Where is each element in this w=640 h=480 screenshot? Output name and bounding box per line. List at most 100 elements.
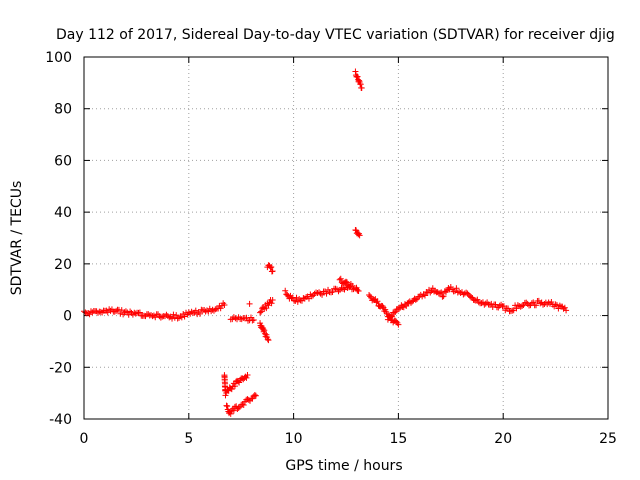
tick-label-layer: 0 5 10 15 20 25 -40 -20 0 20 40 60 80 100 — [45, 50, 617, 447]
data-point — [438, 289, 445, 296]
data-point — [239, 401, 246, 408]
data-point — [217, 305, 224, 312]
data-point — [388, 312, 395, 319]
data-point — [355, 231, 362, 238]
data-point — [314, 289, 321, 296]
chart-title: Day 112 of 2017, Sidereal Day-to-day VTE… — [56, 27, 615, 43]
data-point — [561, 304, 568, 311]
data-point — [412, 296, 419, 303]
series-negative-a — [221, 372, 251, 399]
data-point — [373, 299, 380, 306]
data-point — [492, 301, 499, 308]
data-point — [157, 314, 164, 321]
data-point — [563, 307, 570, 314]
data-point — [472, 297, 479, 304]
x-tick-label: 0 — [80, 431, 89, 447]
data-point — [173, 312, 180, 319]
data-point — [258, 308, 265, 315]
series-segment-9h-high — [264, 262, 276, 275]
data-point — [332, 285, 339, 292]
data-point — [188, 308, 195, 315]
data-point — [244, 372, 251, 379]
y-tick-label: -20 — [49, 360, 72, 376]
data-point — [246, 300, 253, 307]
data-point — [284, 291, 291, 298]
data-point — [231, 383, 238, 390]
data-point — [212, 306, 219, 313]
y-tick-label: 20 — [54, 257, 72, 273]
data-point — [537, 300, 544, 307]
data-point — [355, 288, 362, 295]
data-point-layer — [81, 68, 570, 417]
data-point — [82, 309, 89, 316]
data-point — [437, 290, 444, 297]
data-point — [97, 308, 104, 315]
data-point — [505, 305, 512, 312]
data-point — [292, 298, 299, 305]
data-point — [163, 311, 170, 318]
data-point — [308, 293, 315, 300]
data-point — [403, 302, 410, 309]
data-point — [358, 85, 365, 92]
data-point — [113, 307, 120, 314]
data-point — [471, 297, 478, 304]
data-point — [252, 392, 259, 399]
data-point — [264, 336, 271, 343]
data-point — [488, 300, 495, 307]
tick-layer — [83, 56, 609, 420]
data-point — [196, 310, 203, 317]
series-segment-7h — [227, 314, 257, 324]
data-point — [136, 309, 143, 316]
y-tick-label: 60 — [54, 153, 72, 169]
data-point — [300, 295, 307, 302]
series-segment-12h-rise — [336, 275, 356, 290]
data-point — [89, 309, 96, 316]
data-point — [374, 298, 381, 305]
data-point — [228, 386, 235, 393]
data-point — [170, 311, 177, 318]
data-point — [152, 314, 159, 321]
series-segment-13-15h — [366, 292, 402, 328]
data-point — [395, 305, 402, 312]
series-segment-8h-upper — [257, 296, 276, 316]
x-axis-label: GPS time / hours — [285, 458, 402, 474]
grid-layer — [84, 57, 608, 419]
data-point — [203, 307, 210, 314]
data-point — [379, 303, 386, 310]
data-point — [451, 288, 458, 295]
data-point — [356, 232, 363, 239]
x-tick-label: 20 — [494, 431, 512, 447]
y-tick-label: -40 — [49, 412, 72, 428]
data-point — [457, 289, 464, 296]
data-point — [268, 300, 275, 307]
data-point — [205, 308, 212, 315]
data-point — [250, 316, 257, 323]
data-point — [474, 296, 481, 303]
x-tick-label: 25 — [599, 431, 617, 447]
data-point — [343, 278, 349, 285]
y-tick-label: 0 — [63, 309, 72, 325]
data-point — [395, 321, 402, 328]
series-outlier-90 — [352, 68, 365, 92]
series-isolated — [246, 300, 253, 307]
data-point — [545, 299, 552, 306]
plot-frame — [83, 56, 609, 420]
data-point — [230, 407, 237, 414]
data-point — [293, 294, 300, 301]
data-point — [329, 289, 336, 296]
data-point — [311, 290, 318, 297]
data-point — [221, 301, 228, 308]
data-point — [265, 337, 272, 344]
data-point — [533, 302, 540, 309]
x-tick-label: 10 — [285, 431, 303, 447]
data-point — [166, 314, 173, 321]
data-point — [552, 301, 559, 308]
data-point — [288, 295, 295, 302]
data-point — [282, 287, 289, 294]
data-point — [421, 292, 428, 299]
data-point — [356, 77, 363, 84]
data-point — [164, 312, 171, 319]
data-point — [523, 299, 530, 306]
data-point — [482, 300, 489, 307]
